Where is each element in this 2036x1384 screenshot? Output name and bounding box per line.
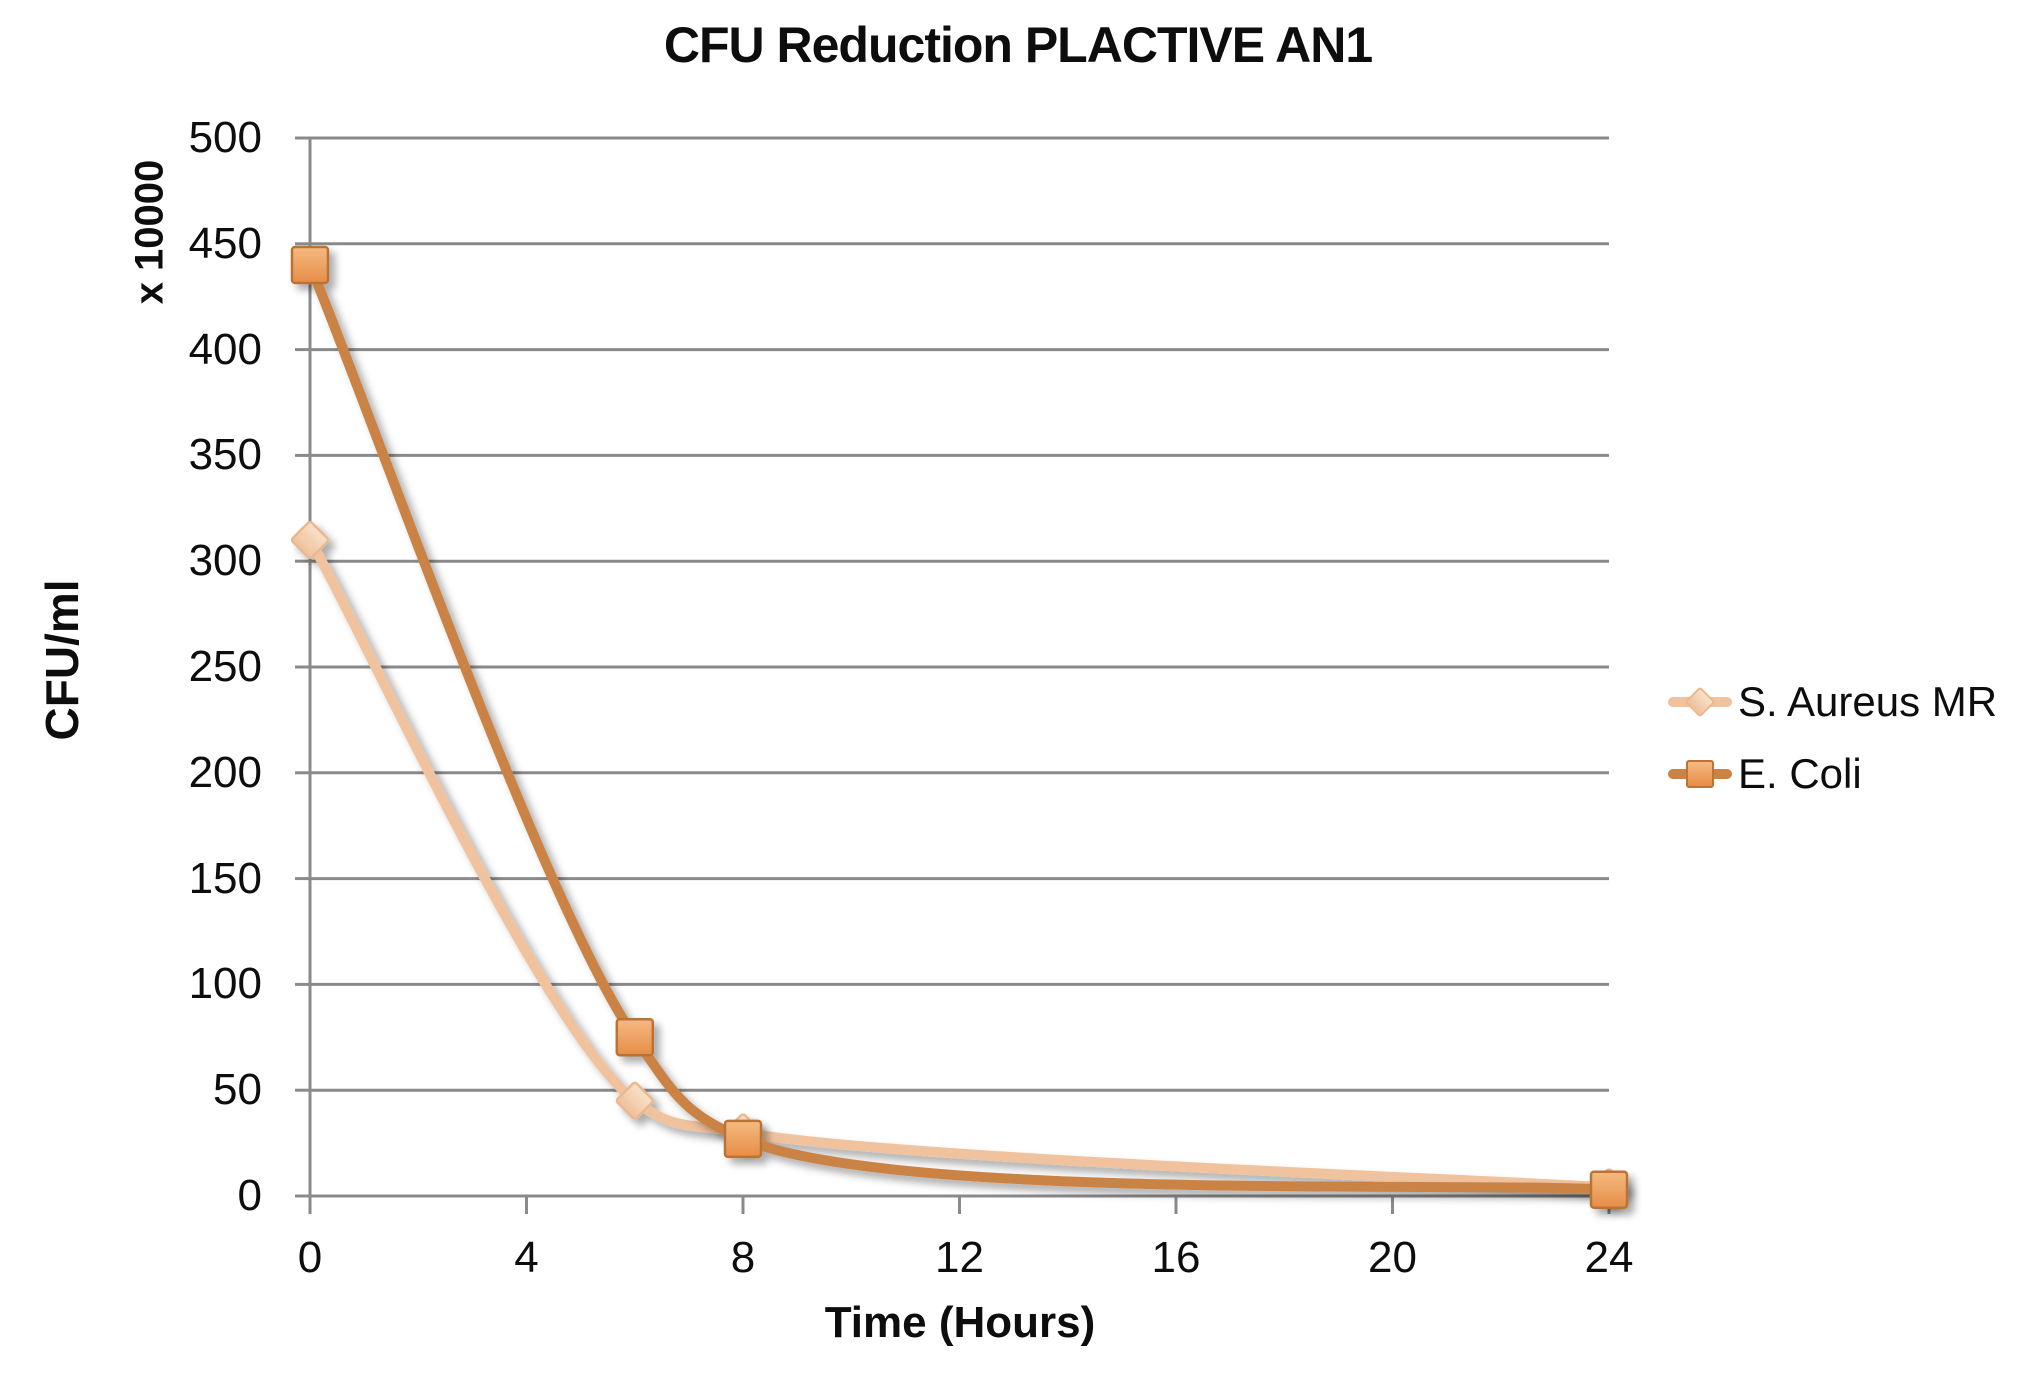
y-tick-label: 200 <box>188 747 262 797</box>
y-tick-label: 500 <box>188 113 262 162</box>
data-point-marker-diamond <box>290 520 330 560</box>
x-tick-label: 8 <box>730 1233 756 1282</box>
series-line <box>305 535 1614 1193</box>
x-tick-label: 12 <box>935 1233 984 1282</box>
gridlines <box>295 136 1611 1214</box>
data-point-marker-square <box>615 1018 655 1057</box>
series-e-coli <box>290 245 1629 1209</box>
y-tick-label: 400 <box>188 324 262 374</box>
y-tick-label: 0 <box>237 1171 262 1220</box>
data-point-marker-square <box>290 245 330 285</box>
x-tick-label: 0 <box>297 1233 323 1282</box>
y-tick-label: 300 <box>188 536 262 586</box>
y-tick-label: 150 <box>188 853 262 903</box>
square-marker-icon <box>1668 752 1732 796</box>
legend-item-e-coli: E. Coli <box>1668 746 1997 802</box>
y-tick-label: 350 <box>188 430 262 480</box>
legend-label: E. Coli <box>1738 750 1862 797</box>
data-point-marker-square <box>1589 1170 1629 1209</box>
y-axis-title: CFU/ml <box>36 579 88 741</box>
data-point-marker-diamond <box>615 1081 654 1120</box>
data-point-marker-square <box>723 1119 763 1159</box>
chart-title: CFU Reduction PLACTIVE AN1 <box>663 17 1373 73</box>
x-tick-label: 20 <box>1368 1233 1417 1282</box>
x-tick-label: 24 <box>1584 1233 1634 1282</box>
diamond-marker-icon <box>1668 680 1732 724</box>
y-tick-label: 250 <box>188 642 262 691</box>
x-tick-label: 4 <box>514 1233 539 1282</box>
y-tick-label: 450 <box>188 218 262 268</box>
y-axis-unit-label: x 10000 <box>127 159 172 305</box>
legend: S. Aureus MR E. Coli <box>1668 674 1997 818</box>
series-s-aureus-mr <box>290 520 1629 1207</box>
series-line <box>305 260 1614 1195</box>
y-tick-label: 50 <box>213 1065 262 1115</box>
x-axis-title: Time (Hours) <box>824 1298 1096 1347</box>
x-tick-label: 16 <box>1151 1233 1201 1282</box>
legend-label: S. Aureus MR <box>1738 678 1998 725</box>
y-tick-label: 100 <box>188 959 262 1009</box>
legend-item-s-aureus-mr: S. Aureus MR <box>1668 674 1997 730</box>
